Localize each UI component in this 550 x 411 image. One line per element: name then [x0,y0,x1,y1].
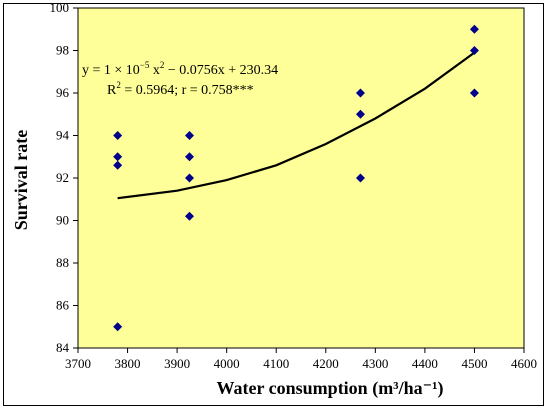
data-point [185,211,194,221]
data-point [113,160,123,170]
x-axis-ticks: 3700 3800 3900 4000 4100 4200 4300 4400 4500 4600 [65,348,537,371]
x-tick-label: 4000 [214,356,240,371]
data-point [355,109,365,119]
x-tick-label: 4200 [313,356,339,371]
data-point [469,46,479,55]
data-points [113,24,479,332]
plot-area [77,7,525,349]
x-tick-label: 4500 [461,356,487,371]
x-tick-label: 4600 [511,356,537,371]
data-point [469,24,479,34]
y-tick-label: 100 [50,0,70,15]
x-tick-label: 3900 [164,356,190,371]
x-tick-label: 4100 [263,356,289,371]
data-point [355,88,365,98]
regression-statistics: R2 = 0.5964; r = 0.758*** [107,80,254,98]
data-point [185,173,194,183]
x-axis-title: Water consumption (m³/ha⁻¹) [217,378,444,399]
data-point [355,173,365,183]
y-tick-label: 84 [56,340,70,355]
y-tick-label: 94 [56,128,70,143]
data-point [185,131,194,140]
data-point [113,131,123,140]
y-tick-label: 90 [56,213,69,228]
data-point [185,152,194,162]
y-tick-label: 98 [56,43,69,58]
trendline-curve [117,51,476,200]
y-tick-label: 86 [56,298,70,313]
data-point [113,152,123,162]
y-axis-ticks: 84 86 88 90 92 94 96 98 100 [50,0,78,355]
x-tick-label: 3700 [65,356,91,371]
y-tick-label: 88 [56,255,69,270]
x-tick-label: 4400 [412,356,438,371]
x-tick-label: 3800 [115,356,141,371]
data-point [469,88,479,98]
data-point [113,322,123,332]
y-tick-label: 92 [56,170,69,185]
y-tick-label: 96 [56,85,70,100]
x-tick-label: 4300 [362,356,388,371]
y-axis-title: Survival rate [11,130,31,231]
regression-equation: y = 1 × 10−5 x2 − 0.0756x + 230.34 [82,60,278,78]
